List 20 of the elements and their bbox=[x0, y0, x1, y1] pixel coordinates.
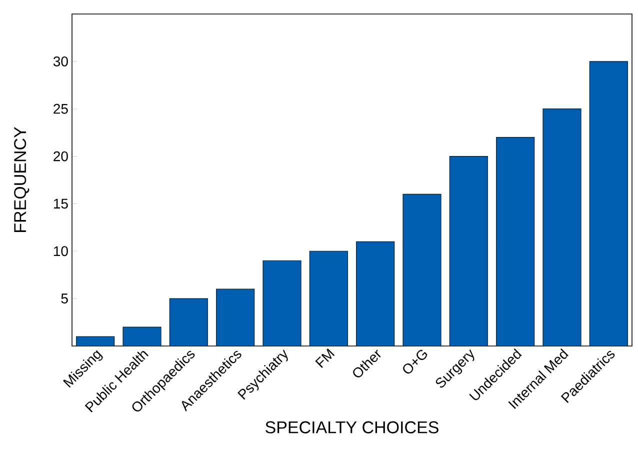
y-tick-label: 5 bbox=[61, 294, 68, 304]
bar bbox=[402, 194, 441, 346]
bar bbox=[542, 108, 581, 346]
bar bbox=[310, 251, 348, 346]
bar bbox=[170, 298, 208, 346]
x-tick-label: FM bbox=[315, 348, 335, 368]
bar bbox=[216, 289, 254, 346]
y-tick-label: 30 bbox=[53, 56, 68, 66]
y-tick-label: 15 bbox=[54, 198, 68, 209]
y-axis-title: FREQUENCY bbox=[14, 127, 30, 232]
y-tick-label: 20 bbox=[54, 151, 68, 162]
bar bbox=[356, 242, 394, 346]
y-tick-label: 10 bbox=[54, 246, 68, 256]
bar bbox=[496, 137, 534, 346]
bar bbox=[589, 61, 628, 346]
x-axis-title: SPECIALTY CHOICES bbox=[266, 421, 438, 434]
bar bbox=[450, 156, 488, 346]
bar bbox=[263, 260, 301, 346]
bar bbox=[123, 327, 162, 346]
y-tick-label: 25 bbox=[54, 104, 68, 114]
